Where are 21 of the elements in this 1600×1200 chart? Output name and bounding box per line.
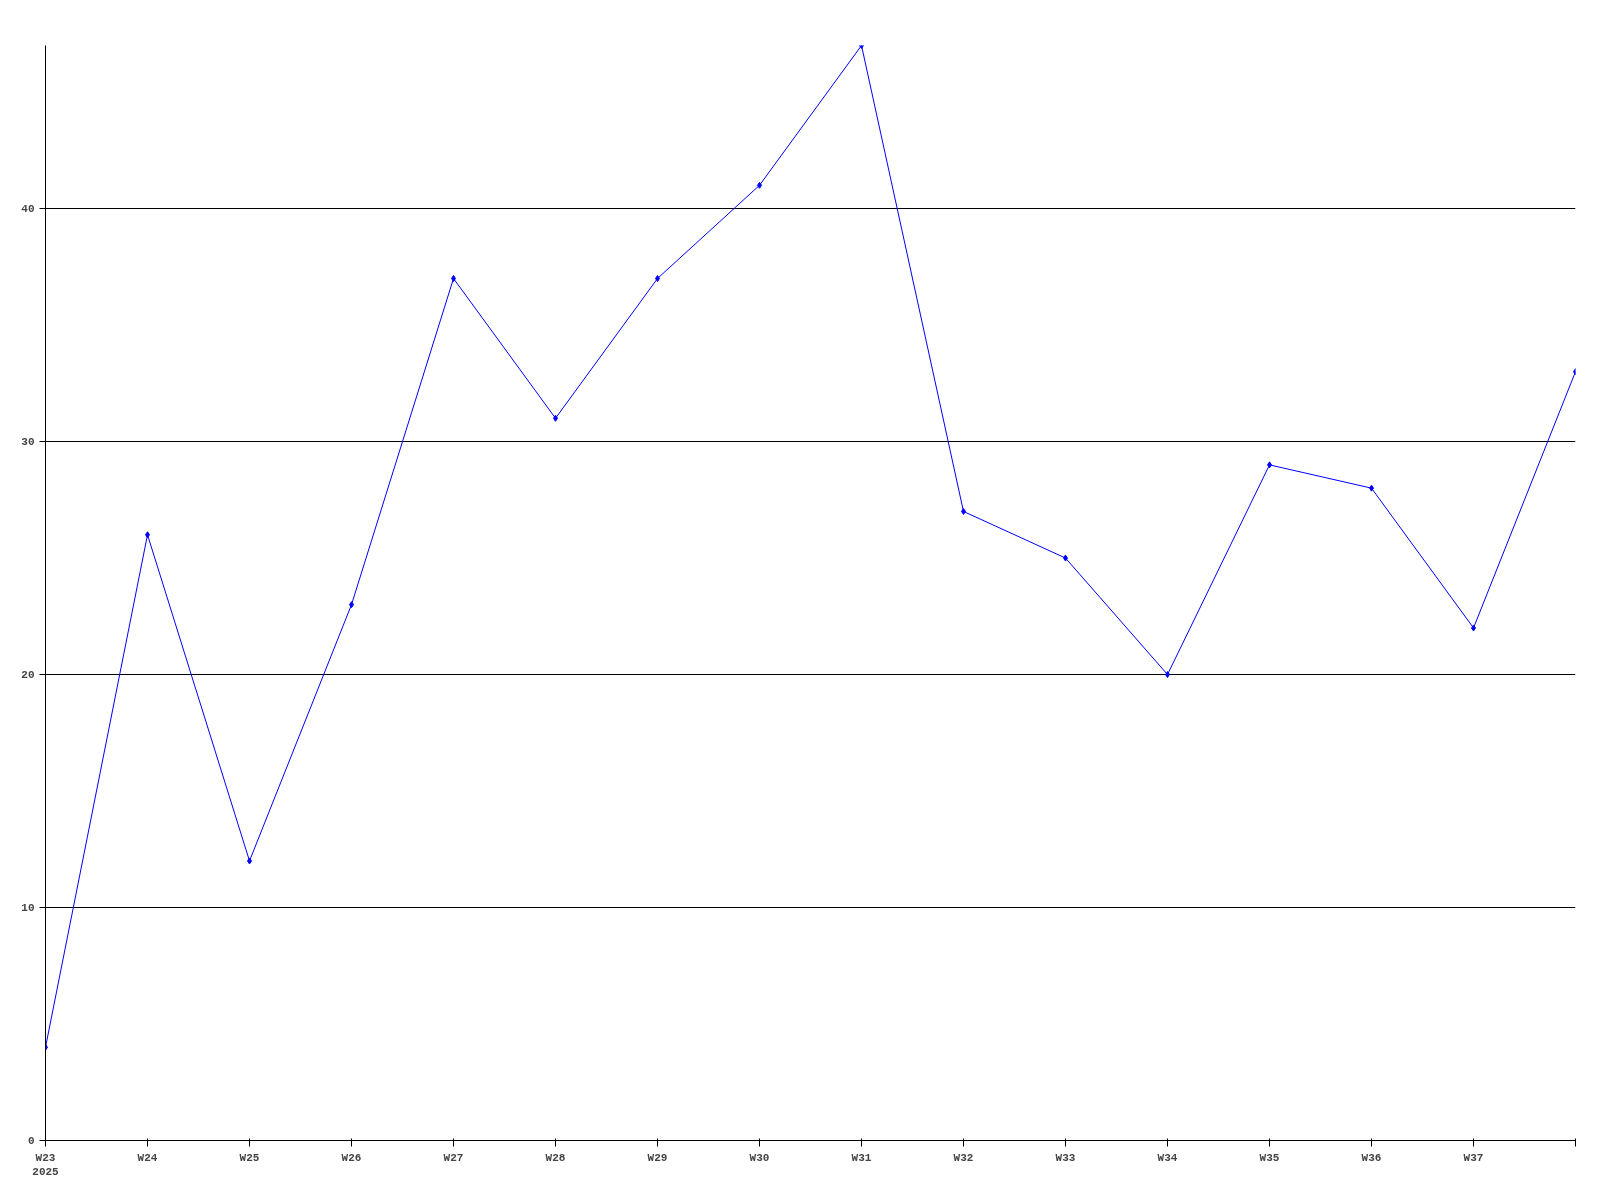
x-tick-label: W23 2025 (32, 1151, 60, 1178)
x-tick-label: W28 (545, 1151, 566, 1164)
y-tick-label: 0 (27, 1135, 35, 1147)
x-tick-label: W35 (1259, 1151, 1280, 1164)
x-tick-label: W33 (1055, 1151, 1076, 1164)
x-tick-label: W34 (1157, 1151, 1178, 1164)
x-tick-label: W26 (341, 1151, 362, 1164)
x-tick-label: W25 (239, 1151, 260, 1164)
point (859, 45, 864, 49)
x-tick-label: W36 (1361, 1151, 1382, 1164)
x-tick-label: W24 (137, 1151, 158, 1164)
y-tick-label: 30 (21, 436, 35, 449)
x-tick-label: W37 (1463, 1151, 1484, 1164)
y-tick-label: 20 (21, 669, 35, 682)
x-tick-label: W30 (749, 1151, 770, 1164)
x-tick-label: W32 (953, 1151, 974, 1164)
y-tick-label: 40 (21, 203, 35, 216)
x-tick-label: W27 (443, 1151, 464, 1164)
y-tick-label: 10 (21, 902, 35, 915)
x-tick-label: W29 (647, 1151, 668, 1164)
x-tick-label: W31 (851, 1151, 872, 1164)
